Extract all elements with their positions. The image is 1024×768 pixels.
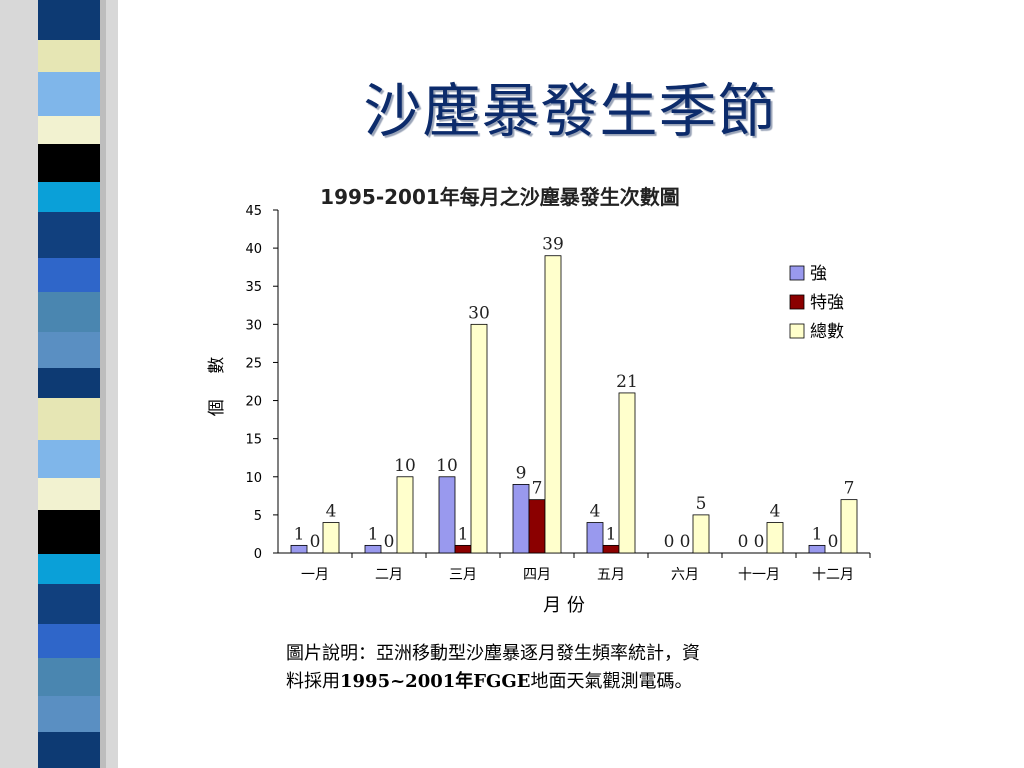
chart-title: 1995-2001年每月之沙塵暴發生次數圖	[320, 185, 680, 209]
data-label: 30	[468, 303, 490, 323]
legend-swatch	[789, 294, 805, 310]
x-tick-label: 十一月	[738, 567, 780, 583]
stripe-block	[38, 212, 100, 258]
stripe-block	[38, 696, 100, 732]
y-tick-label: 35	[245, 280, 262, 295]
x-axis-label: 月 份	[543, 595, 585, 616]
data-label: 1	[812, 524, 823, 544]
x-tick-label: 四月	[523, 567, 551, 583]
bar-chart: 1995-2001年每月之沙塵暴發生次數圖051015202530354045個…	[207, 185, 871, 616]
bar-總數	[766, 522, 784, 554]
bar-總數	[322, 522, 340, 554]
stripe-block	[38, 72, 100, 116]
data-label: 4	[590, 502, 601, 522]
legend-label: 強	[810, 264, 827, 284]
bar-總數	[544, 255, 562, 554]
bar-強	[364, 544, 382, 554]
y-tick-label: 40	[245, 242, 262, 257]
y-tick-label: 0	[254, 547, 262, 562]
data-label: 1	[606, 524, 617, 544]
data-label: 5	[696, 494, 707, 514]
slide-title: 沙塵暴發生季節	[363, 77, 777, 145]
y-tick-label: 30	[245, 318, 262, 333]
stripe-block	[38, 584, 100, 624]
y-tick-label: 15	[245, 433, 262, 448]
caption-bold: 1995~2001年FGGE	[340, 671, 531, 692]
stripe-block	[38, 258, 100, 292]
data-label: 4	[770, 502, 781, 522]
caption-line-1: 圖片說明：亞洲移動型沙塵暴逐月發生頻率統計，資	[286, 643, 700, 664]
data-label: 21	[616, 372, 638, 392]
stripe-block	[38, 554, 100, 584]
stripe-block	[38, 478, 100, 510]
bar-總數	[618, 392, 636, 554]
data-label: 0	[664, 532, 675, 552]
stripe-block	[38, 292, 100, 332]
stripe-block	[38, 440, 100, 478]
data-label: 0	[680, 532, 691, 552]
caption-line-2: 料採用1995~2001年FGGE地面天氣觀測電碼。	[286, 668, 846, 696]
data-label: 0	[738, 532, 749, 552]
bar-特強	[528, 499, 546, 554]
bar-強	[512, 483, 530, 554]
y-tick-label: 10	[245, 471, 262, 486]
legend-swatch	[789, 265, 805, 281]
y-tick-label: 20	[245, 395, 262, 410]
bar-總數	[692, 514, 710, 554]
stripe-block	[38, 510, 100, 554]
y-tick-label: 45	[245, 204, 262, 219]
x-tick-label: 十二月	[812, 567, 854, 583]
data-label: 0	[310, 532, 321, 552]
bar-強	[438, 476, 456, 554]
stripe-block	[38, 0, 100, 40]
bar-強	[808, 544, 826, 554]
caption-prefix: 料採用	[286, 671, 340, 692]
bar-總數	[470, 323, 488, 554]
caption-suffix: 地面天氣觀測電碼。	[530, 671, 693, 692]
y-axis-label: 個 數	[207, 347, 227, 416]
figure-caption: 圖片說明：亞洲移動型沙塵暴逐月發生頻率統計，資 料採用1995~2001年FGG…	[286, 640, 846, 696]
stripe-block	[38, 368, 100, 398]
data-label: 9	[516, 463, 527, 483]
x-tick-label: 六月	[671, 567, 699, 583]
data-label: 7	[532, 479, 543, 499]
stripe-block	[38, 658, 100, 696]
data-label: 1	[294, 524, 305, 544]
data-label: 0	[754, 532, 765, 552]
x-tick-label: 三月	[449, 567, 477, 583]
data-label: 10	[394, 456, 416, 476]
stripe-block	[38, 40, 100, 72]
bar-特強	[602, 544, 620, 554]
bar-總數	[840, 499, 858, 554]
stripe-block	[38, 398, 100, 440]
x-tick-label: 一月	[301, 567, 329, 583]
data-label: 7	[844, 479, 855, 499]
stripe-block	[38, 732, 100, 768]
stripe-block	[38, 332, 100, 368]
legend-label: 總數	[810, 322, 844, 342]
bar-特強	[454, 544, 472, 554]
y-tick-label: 5	[254, 509, 262, 524]
decorative-stripe	[0, 0, 118, 768]
data-label: 39	[542, 235, 564, 255]
x-tick-label: 二月	[375, 567, 403, 583]
bar-強	[290, 544, 308, 554]
legend-label: 特強	[810, 293, 844, 313]
data-label: 10	[436, 456, 458, 476]
stripe-edge	[100, 0, 106, 768]
y-tick-label: 25	[245, 356, 262, 371]
data-label: 1	[368, 524, 379, 544]
data-label: 4	[326, 502, 337, 522]
stripe-block	[38, 116, 100, 144]
legend-swatch	[789, 323, 805, 339]
data-label: 0	[384, 532, 395, 552]
data-label: 0	[828, 532, 839, 552]
bar-強	[586, 522, 604, 554]
bar-總數	[396, 476, 414, 554]
stripe-block	[38, 144, 100, 182]
data-label: 1	[458, 524, 469, 544]
stripe-block	[38, 624, 100, 658]
x-tick-label: 五月	[597, 567, 625, 583]
stripe-block	[38, 182, 100, 212]
